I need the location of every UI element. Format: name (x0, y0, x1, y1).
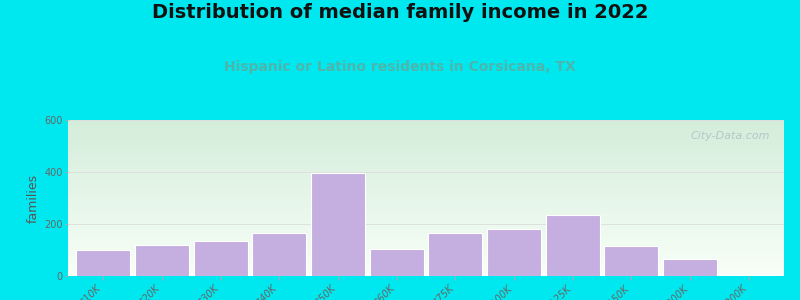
Bar (546, 215, 600, 276)
Bar (76, 250, 130, 276)
Bar (605, 246, 658, 276)
Bar (487, 229, 541, 276)
Text: Distribution of median family income in 2022: Distribution of median family income in … (152, 3, 648, 22)
Bar (663, 259, 717, 276)
Bar (252, 233, 306, 276)
Bar (194, 241, 247, 276)
Bar (135, 245, 189, 276)
Y-axis label: families: families (26, 173, 40, 223)
Bar (370, 249, 424, 276)
Bar (428, 233, 482, 276)
Bar (722, 275, 776, 276)
Text: Hispanic or Latino residents in Corsicana, TX: Hispanic or Latino residents in Corsican… (224, 60, 576, 74)
Text: City-Data.com: City-Data.com (690, 131, 770, 141)
Bar (311, 173, 365, 276)
